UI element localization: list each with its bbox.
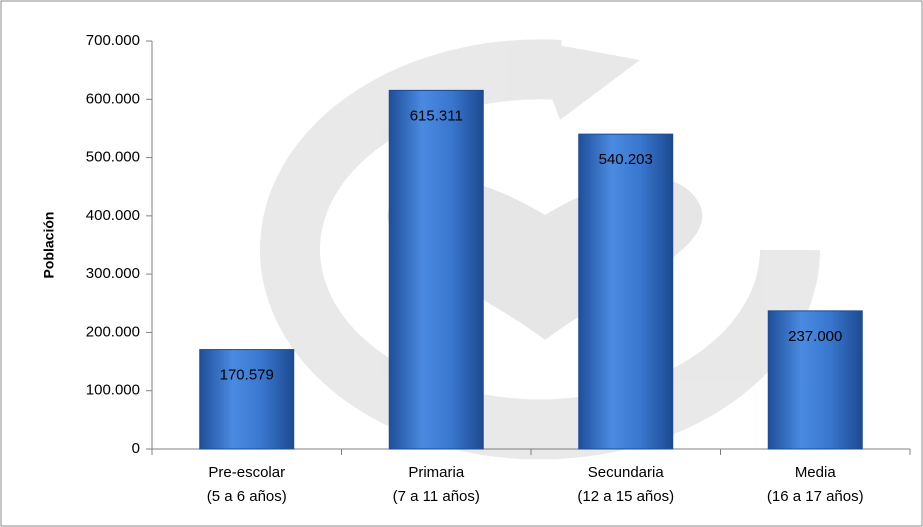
value-label: 237.000 [788,328,842,345]
y-tick-label: 0 [132,440,140,457]
value-label: 540.203 [599,151,653,168]
x-tick-label: (7 a 11 años) [393,488,480,505]
x-tick-label: Secundaria [588,464,665,481]
bar [579,134,673,449]
x-tick-label: (12 a 15 años) [577,488,674,505]
y-tick-label: 100.000 [86,382,140,399]
value-label: 615.311 [410,107,463,124]
x-tick-label: Pre-escolar [208,464,285,481]
y-tick-label: 600.000 [86,90,140,107]
y-tick-label: 300.000 [86,265,140,282]
bar [200,350,294,449]
y-tick-label: 200.000 [86,323,140,340]
y-tick-label: 700.000 [86,32,140,49]
value-label: 170.579 [220,367,274,384]
y-tick-label: 500.000 [86,149,140,166]
y-axis-label: Población [41,212,57,279]
bar [389,90,483,449]
y-tick-label: 400.000 [86,207,140,224]
x-tick-label: (5 a 6 años) [207,488,287,505]
chart: Población 0 100.000 200.000 300.000 400.000 5… [0,0,923,527]
x-tick-label: Media [795,464,837,481]
x-tick-label: (16 a 17 años) [767,488,864,505]
x-tick-label: Primaria [408,464,464,481]
